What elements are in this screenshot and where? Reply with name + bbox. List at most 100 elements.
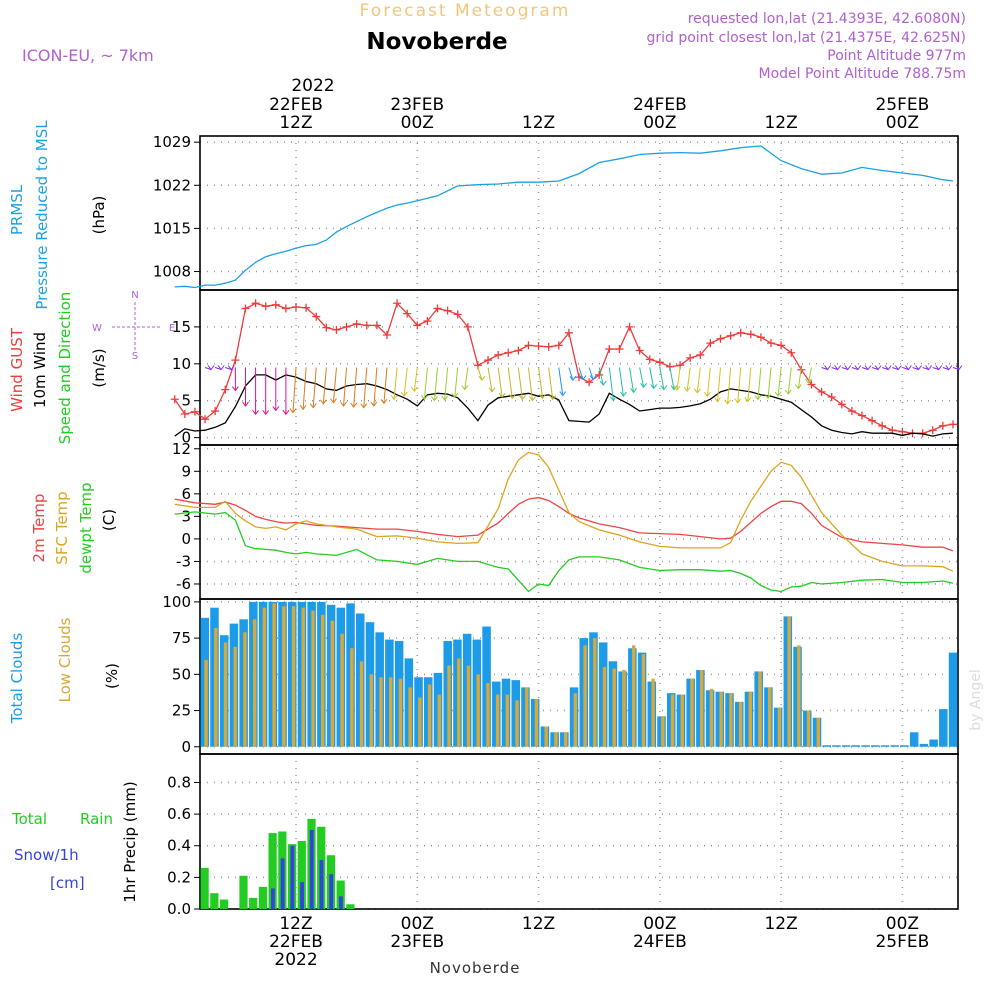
wind-arrow-head bbox=[350, 402, 358, 408]
gust-marker bbox=[746, 330, 755, 339]
total-clouds-bar bbox=[861, 745, 870, 747]
wind-arrow-head bbox=[207, 365, 215, 371]
snow-bar bbox=[300, 882, 304, 909]
low-clouds-bar bbox=[680, 694, 684, 747]
gust-marker bbox=[696, 350, 705, 359]
low-clouds-bar bbox=[583, 645, 587, 747]
ytick-label: 25 bbox=[172, 702, 191, 720]
rain-bar bbox=[336, 880, 345, 909]
gust-marker bbox=[716, 334, 725, 343]
gust-marker bbox=[352, 319, 361, 328]
wind-arrow-head bbox=[693, 388, 701, 394]
wind-direction-arrow bbox=[952, 367, 960, 370]
gust-marker bbox=[544, 342, 553, 351]
wind-arrow-head bbox=[451, 392, 459, 399]
wind-direction-arrow bbox=[598, 367, 604, 386]
wind-direction-arrow bbox=[568, 367, 574, 381]
compass-s: S bbox=[132, 351, 138, 362]
ytick-label: 0 bbox=[181, 738, 191, 756]
wind-arrow-head bbox=[589, 375, 597, 381]
wind-direction-arrow bbox=[215, 367, 222, 370]
ytick-label: 9 bbox=[181, 462, 191, 480]
total-clouds-bar bbox=[880, 745, 890, 747]
bottom-time-label: 24FEB bbox=[633, 932, 687, 952]
gust-marker bbox=[706, 339, 715, 348]
gust-marker bbox=[827, 393, 836, 402]
temperature-panel: -6 -3 0 3 6 9 12 bbox=[172, 440, 959, 600]
low-clouds-bar bbox=[379, 677, 383, 747]
top-time-label: 12Z bbox=[764, 113, 797, 133]
top-time-label: 00Z bbox=[886, 113, 919, 133]
wind-arrow-head bbox=[774, 391, 782, 397]
wind-direction-arrow bbox=[353, 367, 358, 408]
gust-marker bbox=[292, 302, 301, 311]
wind-arrow-head bbox=[488, 387, 496, 393]
wind-direction-arrow bbox=[292, 367, 297, 413]
total-clouds-bar bbox=[832, 745, 841, 747]
snow-bar bbox=[270, 888, 275, 909]
wind-arrow-head bbox=[421, 395, 428, 401]
wind-arrow-head bbox=[734, 398, 742, 404]
snow-bar bbox=[338, 896, 343, 909]
gust-marker bbox=[898, 427, 907, 436]
gust-marker bbox=[514, 346, 523, 355]
clouds-ylabels: Total Clouds Low Clouds (%) bbox=[8, 617, 121, 724]
watermark: by Angel bbox=[968, 669, 984, 730]
wind-arrow-head bbox=[945, 365, 953, 371]
wind-arrow-head bbox=[272, 406, 280, 412]
temp-sfc-line bbox=[174, 451, 954, 572]
wind-direction-arrow bbox=[444, 367, 449, 400]
ytick-label: 3 bbox=[181, 507, 191, 525]
low-clouds-bar bbox=[777, 707, 782, 747]
gust-marker bbox=[847, 407, 856, 416]
wind-direction-arrow bbox=[639, 367, 645, 388]
wind-direction-arrow bbox=[727, 367, 732, 404]
wind-arrow-head bbox=[289, 408, 297, 414]
low-clouds-bar bbox=[729, 693, 733, 747]
low-clouds-bar bbox=[768, 687, 772, 747]
wind-arrow-head bbox=[539, 394, 546, 400]
gust-marker bbox=[261, 302, 270, 311]
wind-direction-arrow bbox=[797, 367, 802, 389]
low-clouds-bar bbox=[476, 674, 480, 747]
low-clouds-bar bbox=[457, 658, 461, 747]
wind-direction-arrow bbox=[706, 367, 711, 397]
temp-dewpoint-line bbox=[174, 511, 954, 593]
wind-arrow-head bbox=[217, 365, 225, 371]
gust-marker bbox=[443, 306, 452, 315]
top-time-label: 12Z bbox=[279, 113, 312, 133]
precip-label-unit: 1hr Precip (mm) bbox=[121, 781, 139, 902]
wind-direction-arrow bbox=[403, 367, 408, 397]
wind-direction-arrow bbox=[871, 367, 879, 370]
wind-label-gust: Wind GUST bbox=[8, 327, 26, 412]
wind-direction-arrow bbox=[423, 367, 428, 400]
wind-direction-arrow bbox=[861, 367, 869, 370]
snow-bar bbox=[309, 829, 314, 909]
wind-direction-arrow bbox=[787, 367, 792, 394]
precip-legend-total: Total bbox=[11, 810, 47, 828]
low-clouds-bar bbox=[427, 684, 432, 747]
wind-arrow-head bbox=[227, 365, 235, 371]
gust-marker bbox=[190, 407, 199, 416]
point-altitude: Point Altitude 977m bbox=[827, 48, 966, 64]
bottom-time-label: 23FEB bbox=[390, 932, 444, 952]
low-clouds-bar bbox=[563, 732, 568, 747]
requested-coords: requested lon,lat (21.4393E, 42.6080N) bbox=[688, 11, 966, 27]
wind-arrow-head bbox=[400, 391, 408, 397]
wind-direction-arrow bbox=[882, 367, 889, 370]
gust-marker bbox=[564, 328, 573, 337]
ytick-label: 100 bbox=[162, 593, 191, 611]
compass-w: W bbox=[92, 323, 102, 334]
wind-direction-arrow bbox=[507, 367, 513, 399]
wind-direction-arrow bbox=[767, 367, 772, 399]
wind-arrow-head bbox=[508, 394, 516, 400]
low-clouds-bar bbox=[670, 694, 675, 747]
wind-arrow-head bbox=[854, 365, 862, 371]
wind-direction-arrow bbox=[629, 367, 635, 393]
total-clouds-bar bbox=[890, 745, 899, 747]
bottom-time-label: 12Z bbox=[279, 914, 312, 934]
gust-marker bbox=[494, 350, 503, 359]
wind-direction-arrow bbox=[225, 367, 232, 370]
rain-bar bbox=[219, 899, 229, 909]
